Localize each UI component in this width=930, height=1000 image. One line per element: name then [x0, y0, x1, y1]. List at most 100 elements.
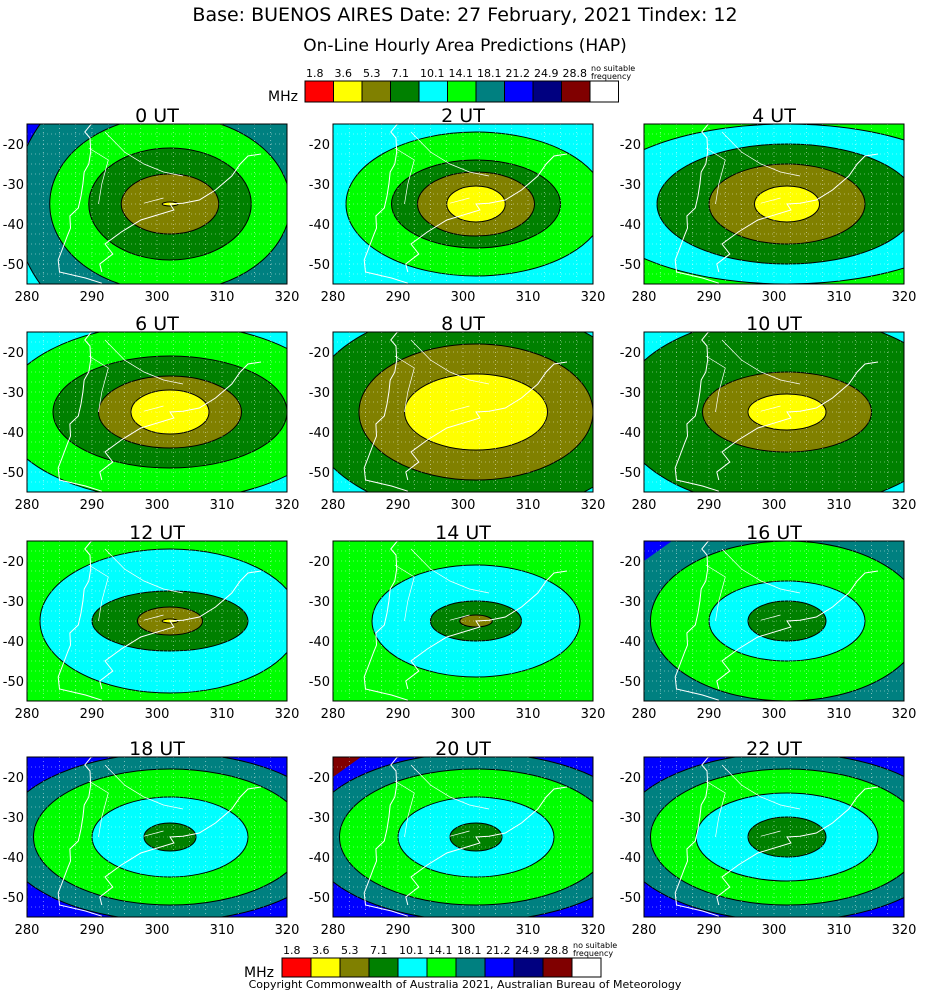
y-tick-label: -40 — [309, 426, 330, 441]
y-tick-label: -30 — [620, 595, 641, 610]
panel-title: 10 UT — [746, 313, 802, 335]
legend-top-value: 21.2 — [506, 67, 531, 80]
y-tick-label: -30 — [3, 811, 24, 826]
panel-frame — [332, 756, 594, 918]
x-tick-label: 290 — [386, 498, 411, 513]
y-tick-label: -20 — [309, 346, 330, 361]
legend-bottom: 1.8 3.6 5.3 7.1 10.1 14.1 18.1 21.2 24.9 28.8 no s… — [244, 941, 617, 978]
panel-frame — [332, 331, 594, 493]
panel-plot — [333, 541, 593, 701]
legend-bottom-value: 18.1 — [457, 944, 482, 957]
legend-bottom-swatch — [571, 957, 602, 978]
legend-top-value: 1.8 — [306, 67, 324, 80]
y-tick-label: -50 — [620, 675, 641, 690]
coastline — [674, 332, 719, 492]
y-tick-label: -20 — [309, 771, 330, 786]
country-border — [88, 147, 109, 205]
x-tick-label: 310 — [516, 498, 541, 513]
panel-plot — [644, 124, 904, 284]
legend-bottom-swatch — [397, 957, 428, 978]
legend-top-swatch — [475, 80, 505, 103]
x-tick-label: 280 — [15, 707, 40, 722]
coastline — [57, 124, 102, 284]
coastline — [363, 124, 408, 284]
coastline — [716, 153, 879, 273]
y-tick-label: -40 — [3, 851, 24, 866]
legend-top-swatch — [333, 80, 363, 103]
x-tick-label: 300 — [451, 923, 476, 938]
legend-bottom-value: 10.1 — [399, 944, 424, 957]
y-tick-label: -20 — [309, 138, 330, 153]
x-tick-label: 320 — [275, 498, 300, 513]
x-tick-label: 310 — [516, 923, 541, 938]
panel-plot — [644, 757, 904, 917]
coastline — [674, 757, 719, 917]
x-tick-label: 290 — [697, 707, 722, 722]
coastline — [674, 541, 719, 701]
y-tick-label: -30 — [3, 595, 24, 610]
y-tick-label: -40 — [309, 635, 330, 650]
x-tick-label: 300 — [145, 498, 170, 513]
x-tick-label: 280 — [321, 290, 346, 305]
x-tick-label: 320 — [581, 498, 606, 513]
legend-bottom-value: 1.8 — [283, 944, 301, 957]
y-tick-label: -30 — [309, 386, 330, 401]
y-tick-label: -20 — [620, 555, 641, 570]
copyright-text: Copyright Commonwealth of Australia 2021… — [248, 978, 682, 991]
x-tick-label: 280 — [321, 923, 346, 938]
panel-title: 0 UT — [135, 105, 179, 127]
panel-title: 18 UT — [129, 738, 185, 760]
map-panel: 22 UT 280 290 300 310 320 -20 -30 -40 -50 — [620, 738, 917, 938]
x-tick-label: 310 — [827, 923, 852, 938]
y-tick-label: -20 — [620, 346, 641, 361]
y-tick-label: -20 — [620, 771, 641, 786]
y-tick-label: -50 — [3, 258, 24, 273]
country-border — [705, 355, 726, 413]
y-tick-label: -50 — [309, 258, 330, 273]
y-tick-label: -20 — [309, 555, 330, 570]
map-panel: 8 UT 280 290 300 310 320 -20 -30 -40 -50 — [309, 313, 606, 513]
country-border — [394, 147, 415, 205]
legend-top-value: 5.3 — [363, 67, 381, 80]
x-tick-label: 310 — [827, 498, 852, 513]
legend-bottom-swatch — [484, 957, 515, 978]
coastline — [716, 570, 879, 690]
legend-bottom-value: 14.1 — [428, 944, 453, 957]
panel-plot — [27, 124, 287, 284]
coastline — [405, 786, 568, 906]
coastline — [405, 153, 568, 273]
legend-top-value: 18.1 — [477, 67, 502, 80]
country-border — [88, 564, 109, 622]
panel-plot — [27, 541, 287, 701]
panel-frame — [643, 331, 905, 493]
y-tick-label: -50 — [309, 891, 330, 906]
country-border — [88, 355, 109, 413]
coastline — [363, 332, 408, 492]
y-tick-label: -20 — [3, 138, 24, 153]
country-border — [104, 764, 184, 810]
x-tick-label: 300 — [145, 923, 170, 938]
x-tick-label: 320 — [892, 498, 917, 513]
panel-frame — [643, 756, 905, 918]
legend-top-swatch — [589, 80, 619, 103]
y-tick-label: -20 — [3, 346, 24, 361]
x-tick-label: 320 — [581, 290, 606, 305]
country-border — [760, 830, 781, 837]
x-tick-label: 300 — [762, 290, 787, 305]
map-panel: 20 UT 280 290 300 310 320 -20 -30 -40 -50 — [309, 738, 606, 938]
country-border — [705, 147, 726, 205]
panel-frame — [643, 540, 905, 702]
x-tick-label: 290 — [386, 923, 411, 938]
x-tick-label: 280 — [15, 498, 40, 513]
legend-top-value: 10.1 — [420, 67, 445, 80]
page-subtitle: On-Line Hourly Area Predictions (HAP) — [303, 36, 627, 56]
legend-top-value: 24.9 — [534, 67, 559, 80]
map-panel: 4 UT 280 290 300 310 320 -20 -30 -40 -50 — [620, 105, 917, 305]
x-tick-label: 290 — [697, 498, 722, 513]
map-panel: 10 UT 280 290 300 310 320 -20 -30 -40 -50 — [620, 313, 917, 513]
country-border — [449, 405, 470, 412]
legend-top-swatch — [504, 80, 534, 103]
corner-region — [333, 757, 361, 777]
x-tick-label: 290 — [80, 707, 105, 722]
x-tick-label: 310 — [210, 290, 235, 305]
